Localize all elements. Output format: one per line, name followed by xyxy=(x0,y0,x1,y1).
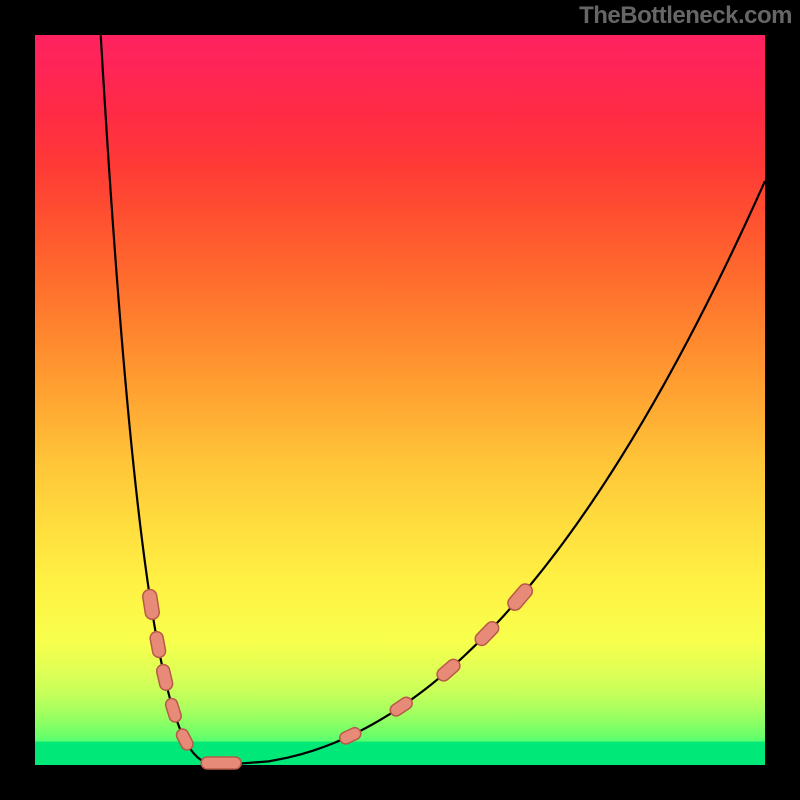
chart-frame: TheBottleneck.com xyxy=(0,0,800,800)
curve-marker xyxy=(201,757,241,769)
watermark-text: TheBottleneck.com xyxy=(579,2,792,30)
green-band xyxy=(35,742,765,765)
chart-svg xyxy=(0,0,800,800)
